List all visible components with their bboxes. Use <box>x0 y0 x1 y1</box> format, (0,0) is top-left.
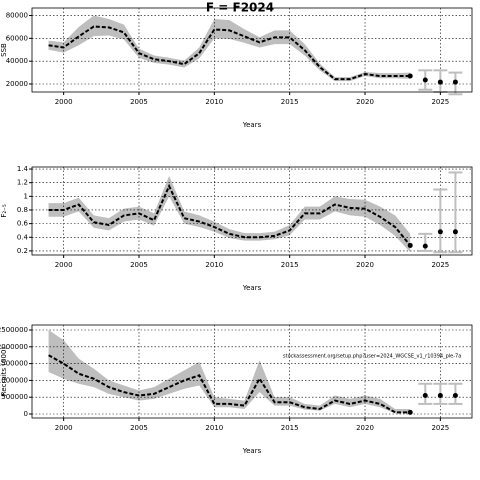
x-tick-label: 2020 <box>356 424 374 432</box>
x-tick-label: 2015 <box>281 98 299 106</box>
last-estimate-point <box>407 242 413 248</box>
y-tick-label: 0.6 <box>17 220 29 228</box>
forecast-point <box>452 393 458 399</box>
confidence-band <box>48 175 411 253</box>
x-tick-label: 2005 <box>130 98 148 106</box>
x-tick-label: 2020 <box>356 261 374 269</box>
y-axis-label: Recruits (000) <box>0 347 8 397</box>
y-tick-label: 1.4 <box>17 165 29 173</box>
x-axis-label: Years <box>242 121 262 129</box>
y-tick-label: 40000 <box>6 57 28 65</box>
forecast-point <box>422 77 428 83</box>
x-tick-label: 2010 <box>205 261 223 269</box>
plot-frame <box>31 324 473 419</box>
y-tick-label: 0 <box>24 410 28 418</box>
forecast-point <box>437 393 443 399</box>
annotation: stockassessment.org/setup.php?user=2024_… <box>283 354 461 360</box>
forecast-point <box>452 229 458 235</box>
x-tick-label: 2015 <box>281 261 299 269</box>
forecast-point <box>452 79 458 85</box>
y-tick-label: 500000 <box>1 393 28 401</box>
estimate-line <box>48 354 411 414</box>
x-tick-label: 2005 <box>130 261 148 269</box>
forecast-point <box>437 79 443 85</box>
x-tick-label: 2025 <box>431 98 449 106</box>
x-tick-label: 2000 <box>55 261 73 269</box>
last-estimate-point <box>407 73 413 79</box>
y-tick-label: 20000 <box>6 80 28 88</box>
y-axis-label: F₂₋₅ <box>0 204 8 218</box>
x-axis-label: Years <box>242 284 262 292</box>
y-tick-label: 0.8 <box>17 206 28 214</box>
y-tick-label: 1 <box>24 192 28 200</box>
x-tick-label: 2025 <box>431 424 449 432</box>
x-tick-label: 2020 <box>356 98 374 106</box>
y-tick-label: 1500000 <box>0 360 28 368</box>
estimate-line <box>48 183 411 247</box>
plot-frame <box>31 7 473 93</box>
y-tick-label: 80000 <box>6 12 28 20</box>
forecast-point <box>437 229 443 235</box>
x-tick-label: 2010 <box>205 98 223 106</box>
y-axis-label: SSB <box>0 43 8 57</box>
y-tick-label: 0.4 <box>17 233 29 241</box>
y-tick-label: 2500000 <box>0 326 28 334</box>
x-tick-label: 2000 <box>55 424 73 432</box>
plot-frame <box>31 166 473 256</box>
y-tick-label: 2000000 <box>0 343 28 351</box>
estimate-line <box>48 25 411 81</box>
x-tick-label: 2010 <box>205 424 223 432</box>
x-tick-label: 2005 <box>130 424 148 432</box>
forecast-point <box>422 243 428 249</box>
chart-title: F = F2024 <box>206 1 274 15</box>
confidence-band <box>48 330 411 414</box>
forecast-point <box>422 393 428 399</box>
x-tick-label: 2015 <box>281 424 299 432</box>
last-estimate-point <box>407 409 413 415</box>
x-tick-label: 2025 <box>431 261 449 269</box>
y-tick-label: 0.2 <box>17 247 28 255</box>
y-tick-label: 1000000 <box>0 376 28 384</box>
confidence-band <box>48 15 411 82</box>
y-tick-label: 60000 <box>6 34 28 42</box>
x-axis-label: Years <box>242 447 262 455</box>
x-tick-label: 2000 <box>55 98 73 106</box>
y-tick-label: 1.2 <box>17 179 28 187</box>
